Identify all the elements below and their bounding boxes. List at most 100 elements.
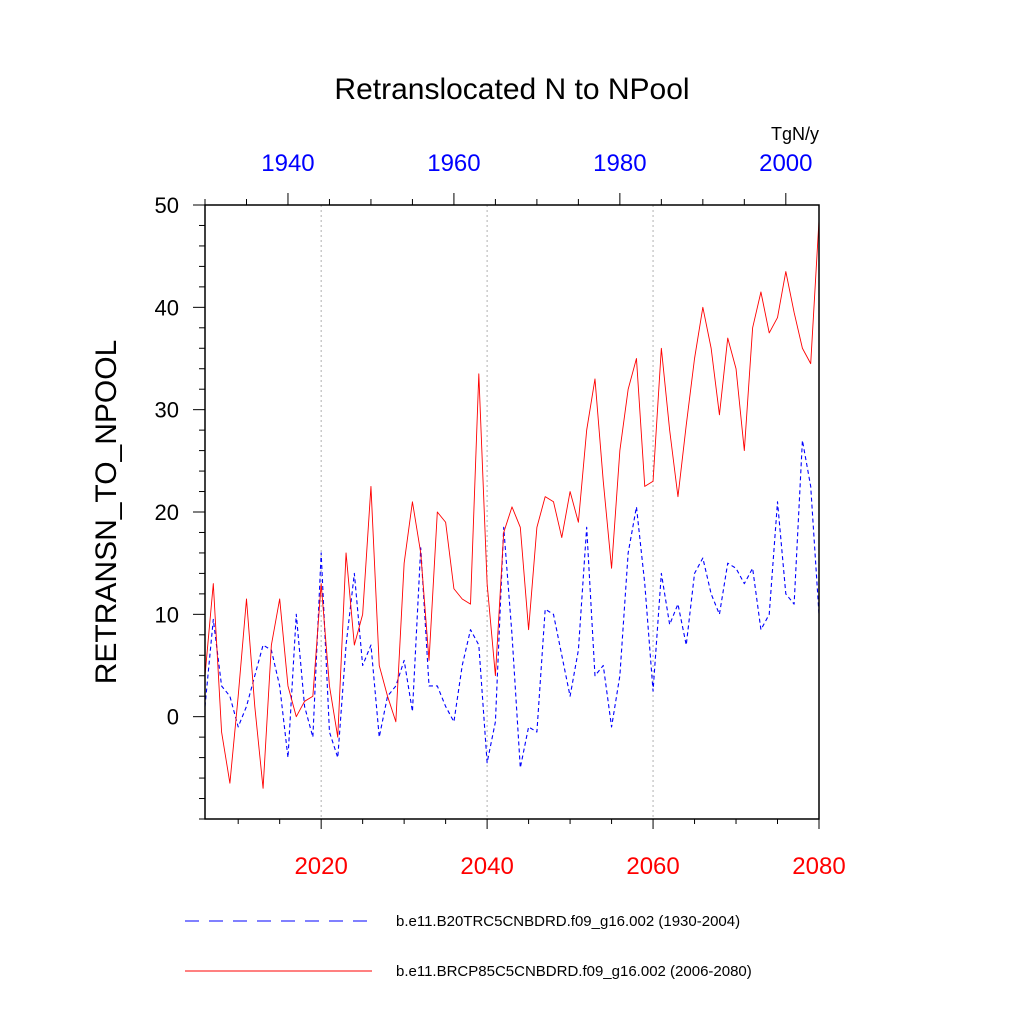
data-point-historical-1942 [304,706,305,707]
data-point-historical-1946 [337,757,338,758]
data-point-rcp85-2047 [545,496,546,497]
data-point-rcp85-2052 [586,430,587,431]
data-point-rcp85-2048 [553,501,554,502]
data-point-historical-1991 [711,593,712,594]
bottom-tick-label-2020: 2020 [294,853,347,880]
data-point-historical-1976 [586,527,587,528]
top-tick-label-2000: 2000 [759,150,812,177]
data-point-historical-1972 [553,614,554,615]
data-point-historical-1964 [487,762,488,763]
data-point-rcp85-2046 [536,527,537,528]
data-point-rcp85-2037 [462,598,463,599]
data-point-rcp85-2066 [702,307,703,308]
data-point-rcp85-2060 [652,481,653,482]
data-point-historical-1958 [437,685,438,686]
data-point-rcp85-2026 [370,486,371,487]
data-point-historical-1968 [520,767,521,768]
data-point-rcp85-2059 [644,486,645,487]
data-point-historical-1940 [287,757,288,758]
data-point-rcp85-2036 [453,588,454,589]
data-point-historical-1949 [362,665,363,666]
data-point-rcp85-2055 [611,568,612,569]
data-point-rcp85-2078 [802,348,803,349]
data-point-historical-1993 [727,563,728,564]
data-point-rcp85-2076 [785,271,786,272]
data-point-rcp85-2038 [470,604,471,605]
data-point-rcp85-2061 [661,348,662,349]
units-label: TgN/y [771,124,819,144]
data-point-historical-1995 [744,583,745,584]
data-point-historical-1988 [686,644,687,645]
legend-label-rcp85: b.e11.BRCP85C5CNBDRD.f09_g16.002 (2006-2… [396,963,752,980]
data-point-rcp85-2062 [669,430,670,431]
data-point-historical-1987 [677,604,678,605]
data-point-historical-1933 [229,696,230,697]
top-tick-label-1960: 1960 [427,150,480,177]
data-point-rcp85-2068 [719,414,720,415]
data-point-historical-1990 [702,557,703,558]
y-tick-label-30: 30 [155,398,179,423]
y-tick-label-0: 0 [167,705,179,730]
top-tick-label-1980: 1980 [593,150,646,177]
data-point-rcp85-2043 [511,506,512,507]
data-point-rcp85-2014 [271,644,272,645]
data-point-historical-1953 [395,685,396,686]
data-point-rcp85-2033 [428,660,429,661]
data-point-rcp85-2018 [304,701,305,702]
data-point-rcp85-2045 [528,629,529,630]
data-point-rcp85-2039 [478,373,479,374]
data-point-rcp85-2073 [760,291,761,292]
data-point-rcp85-2077 [794,312,795,313]
data-point-rcp85-2040 [487,583,488,584]
data-point-rcp85-2049 [561,537,562,538]
data-point-historical-1980 [619,675,620,676]
data-point-rcp85-2035 [445,522,446,523]
data-point-rcp85-2017 [296,716,297,717]
data-point-historical-1951 [379,737,380,738]
data-point-historical-1941 [296,614,297,615]
data-point-historical-2000 [785,593,786,594]
data-point-rcp85-2050 [569,491,570,492]
data-point-historical-1998 [769,614,770,615]
data-point-historical-1939 [279,685,280,686]
data-point-rcp85-2032 [420,552,421,553]
data-point-rcp85-2064 [686,424,687,425]
data-point-rcp85-2028 [387,696,388,697]
data-point-historical-1954 [404,660,405,661]
data-point-historical-1934 [238,726,239,727]
data-point-rcp85-2012 [254,706,255,707]
data-point-rcp85-2024 [354,644,355,645]
data-point-rcp85-2023 [345,552,346,553]
data-point-historical-1985 [661,573,662,574]
data-point-rcp85-2016 [287,685,288,686]
data-point-historical-1996 [752,568,753,569]
data-point-historical-1992 [719,614,720,615]
data-point-rcp85-2022 [337,737,338,738]
data-point-historical-1962 [470,629,471,630]
data-point-rcp85-2031 [412,501,413,502]
data-point-historical-1997 [760,629,761,630]
data-point-historical-1945 [329,731,330,732]
data-point-historical-1978 [603,665,604,666]
data-point-historical-1935 [246,706,247,707]
bottom-tick-label-2060: 2060 [626,853,679,880]
data-point-historical-1932 [221,685,222,686]
data-point-historical-1984 [652,690,653,691]
data-point-historical-1959 [445,706,446,707]
data-point-rcp85-2079 [810,363,811,364]
data-point-historical-1971 [545,609,546,610]
legend: b.e11.B20TRC5CNBDRD.f09_g16.002 (1930-20… [185,913,752,980]
data-point-rcp85-2063 [677,496,678,497]
data-point-historical-1977 [594,675,595,676]
data-point-rcp85-2019 [312,696,313,697]
data-point-rcp85-2069 [727,337,728,338]
data-point-rcp85-2070 [735,368,736,369]
data-point-historical-1979 [611,726,612,727]
data-point-historical-1969 [528,726,529,727]
legend-label-historical: b.e11.B20TRC5CNBDRD.f09_g16.002 (1930-20… [396,913,740,930]
data-point-historical-1960 [453,721,454,722]
data-point-historical-1981 [628,552,629,553]
data-point-historical-1974 [569,696,570,697]
data-point-historical-1966 [503,527,504,528]
data-point-rcp85-2074 [769,332,770,333]
